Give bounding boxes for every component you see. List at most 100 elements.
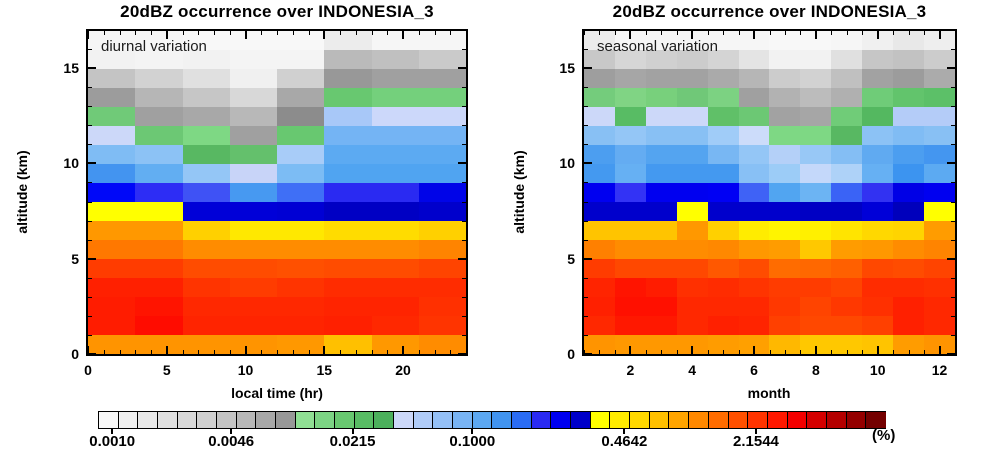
heatmap-cell — [324, 107, 372, 126]
x-tick-label: 0 — [84, 362, 92, 378]
y-minor-tick — [88, 220, 92, 222]
colorbar-tick — [111, 429, 114, 434]
heatmap-cell — [418, 31, 466, 50]
heatmap-cell — [229, 145, 277, 164]
colorbar-cell — [766, 412, 788, 428]
heatmap-cell — [614, 316, 646, 335]
heatmap-cell — [88, 297, 136, 316]
heatmap-cell — [738, 221, 770, 240]
x-minor-tick — [418, 350, 420, 354]
y-minor-tick — [88, 87, 92, 89]
colorbar-cell — [511, 412, 532, 428]
heatmap-cell — [277, 278, 325, 297]
heatmap-cell — [135, 50, 183, 69]
heatmap-cell — [676, 278, 708, 297]
x-minor-tick — [387, 350, 389, 354]
heatmap-cell — [800, 50, 832, 69]
heatmap-cell — [893, 88, 925, 107]
x-major-tick — [244, 31, 247, 39]
heatmap-cell — [324, 316, 372, 335]
x-minor-tick — [784, 350, 786, 354]
colorbar-cell — [196, 412, 218, 428]
y-minor-tick — [462, 144, 466, 146]
x-minor-tick — [119, 31, 121, 35]
heatmap-cell — [924, 164, 955, 183]
colorbar-cell — [99, 412, 118, 428]
colorbar-cell — [589, 412, 611, 428]
heatmap-cell — [707, 240, 739, 259]
heatmap-cell — [924, 278, 955, 297]
x-major-tick — [938, 31, 941, 39]
heatmap-cell — [645, 50, 677, 69]
heatmap-cell — [707, 335, 739, 354]
colorbar-cell — [865, 412, 886, 428]
seasonal-annotation: seasonal variation — [597, 38, 718, 55]
y-major-tick — [458, 257, 466, 260]
colorbar-tick-label: 0.4642 — [601, 433, 648, 450]
heatmap-cell — [893, 145, 925, 164]
heatmap-cell — [800, 145, 832, 164]
heatmap-cell — [418, 88, 466, 107]
x-tick-label: 2 — [626, 362, 635, 378]
heatmap-cell — [324, 164, 372, 183]
x-minor-tick — [924, 31, 926, 35]
colorbar-tick — [623, 429, 626, 434]
heatmap-cell — [769, 126, 801, 145]
heatmap-cell — [182, 164, 230, 183]
x-minor-tick — [135, 350, 137, 354]
y-minor-tick — [88, 201, 92, 203]
heatmap-cell — [893, 316, 925, 335]
x-minor-tick — [599, 350, 601, 354]
heatmap-cell — [707, 202, 739, 221]
y-minor-tick — [462, 106, 466, 108]
heatmap-cell — [769, 164, 801, 183]
x-minor-tick — [661, 350, 663, 354]
y-minor-tick — [462, 49, 466, 51]
x-minor-tick — [466, 350, 467, 354]
heatmap-cell — [135, 183, 183, 202]
x-minor-tick — [450, 350, 452, 354]
heatmap-cell — [182, 202, 230, 221]
colorbar-cell — [530, 412, 552, 428]
y-minor-tick — [88, 125, 92, 127]
x-minor-tick — [229, 31, 231, 35]
heatmap-cell — [584, 145, 615, 164]
x-minor-tick — [277, 31, 278, 35]
heatmap-cell — [324, 278, 372, 297]
heatmap-cell — [924, 316, 955, 335]
heatmap-cell — [862, 297, 894, 316]
heatmap-cell — [277, 240, 325, 259]
x-minor-tick — [277, 350, 278, 354]
heatmap-cell — [924, 88, 955, 107]
x-minor-tick — [434, 350, 436, 354]
x-minor-tick — [198, 31, 200, 35]
y-minor-tick — [951, 144, 955, 146]
heatmap-cell — [862, 107, 894, 126]
x-minor-tick — [340, 350, 341, 354]
heatmap-cell — [182, 69, 230, 88]
y-minor-tick — [584, 49, 588, 51]
x-minor-tick — [908, 31, 910, 35]
heatmap-cell — [862, 69, 894, 88]
y-major-tick — [88, 67, 96, 70]
seasonal-heatmap-grid — [584, 31, 955, 354]
colorbar-cell — [491, 412, 513, 428]
y-minor-tick — [462, 201, 466, 203]
heatmap-cell — [88, 88, 136, 107]
heatmap-cell — [418, 164, 466, 183]
heatmap-cell — [88, 31, 136, 50]
heatmap-cell — [769, 221, 801, 240]
colorbar — [98, 411, 886, 429]
heatmap-cell — [277, 126, 325, 145]
heatmap-cell — [135, 88, 183, 107]
heatmap-cell — [924, 297, 955, 316]
x-major-tick — [165, 346, 168, 354]
heatmap-cell — [707, 183, 739, 202]
heatmap-cell — [831, 202, 863, 221]
left-chart-title: 20dBZ occurrence over INDONESIA_3 — [120, 2, 434, 21]
heatmap-cell — [135, 145, 183, 164]
heatmap-cell — [676, 145, 708, 164]
heatmap-cell — [645, 88, 677, 107]
heatmap-cell — [862, 145, 894, 164]
colorbar-tick-label: 0.0046 — [208, 433, 255, 450]
